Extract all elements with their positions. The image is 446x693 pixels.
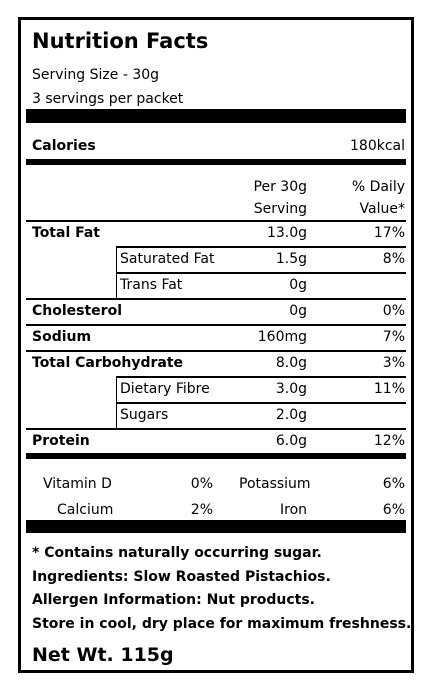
nutrient-amount: 8.0g (275, 355, 307, 371)
nutrient-name: Sugars (120, 407, 169, 423)
allergen-text: Allergen Information: Nut products. (32, 592, 315, 608)
servings-per-packet: 3 servings per packet (32, 91, 184, 107)
nutrient-name: Total Fat (32, 225, 101, 241)
vitamin-name: Vitamin D (43, 476, 112, 492)
per-serving-header-line2: Serving (253, 201, 307, 217)
nutrient-daily-value: 0% (382, 303, 405, 319)
row-divider (26, 428, 406, 430)
nutrient-amount: 2.0g (275, 407, 307, 423)
nutrient-amount: 1.5g (275, 251, 307, 267)
nutrient-name: Sodium (32, 329, 92, 345)
nutrient-name: Saturated Fat (120, 251, 215, 267)
nutrition-facts-label: Nutrition Facts Serving Size - 30g 3 ser… (18, 17, 414, 673)
indent-rule (116, 272, 117, 298)
net-weight: Net Wt. 115g (32, 644, 174, 666)
daily-value-header-line1: % Daily (351, 179, 405, 195)
nutrient-name: Dietary Fibre (120, 381, 210, 397)
vitamin-name: Iron (280, 502, 308, 518)
vitamin-daily-value: 0% (190, 476, 213, 492)
thick-divider-bottom (26, 520, 406, 533)
row-divider (26, 324, 406, 326)
storage-text: Store in cool, dry place for maximum fre… (32, 616, 412, 632)
thick-divider-middle (26, 453, 406, 459)
nutrient-amount: 6.0g (275, 433, 307, 449)
vitamin-daily-value: 6% (382, 476, 405, 492)
vitamin-daily-value: 2% (190, 502, 213, 518)
row-divider (26, 350, 406, 352)
calories-label: Calories (32, 138, 96, 154)
vitamin-daily-value: 6% (382, 502, 405, 518)
serving-size: Serving Size - 30g (32, 67, 160, 83)
nutrient-daily-value: 8% (382, 251, 405, 267)
nutrient-amount: 13.0g (266, 225, 307, 241)
per-serving-header-line1: Per 30g (253, 179, 307, 195)
nutrient-amount: 160mg (257, 329, 307, 345)
nutrient-daily-value: 11% (373, 381, 405, 397)
calories-value: 180kcal (350, 138, 405, 154)
calories-divider (26, 159, 406, 165)
indent-rule (116, 376, 117, 402)
vitamin-name: Potassium (239, 476, 311, 492)
nutrient-amount: 0g (289, 303, 307, 319)
row-divider (26, 298, 406, 300)
nutrient-daily-value: 17% (373, 225, 405, 241)
row-divider (116, 376, 406, 378)
vitamin-name: Calcium (57, 502, 114, 518)
row-divider (26, 220, 406, 222)
nutrient-daily-value: 3% (382, 355, 405, 371)
row-divider (116, 246, 406, 248)
sugar-footnote: * Contains naturally occurring sugar. (32, 545, 322, 561)
daily-value-header-line2: Value* (359, 201, 405, 217)
ingredients-text: Ingredients: Slow Roasted Pistachios. (32, 569, 331, 585)
nutrient-amount: 0g (289, 277, 307, 293)
nutrient-name: Total Carbohydrate (32, 355, 184, 371)
indent-rule (116, 402, 117, 428)
indent-rule (116, 246, 117, 272)
row-divider (116, 402, 406, 404)
nutrient-name: Trans Fat (120, 277, 183, 293)
label-title: Nutrition Facts (32, 29, 209, 53)
row-divider (116, 272, 406, 274)
nutrient-daily-value: 12% (373, 433, 405, 449)
nutrient-name: Cholesterol (32, 303, 122, 319)
nutrient-amount: 3.0g (275, 381, 307, 397)
thick-divider-top (26, 109, 406, 123)
nutrient-daily-value: 7% (382, 329, 405, 345)
nutrient-name: Protein (32, 433, 90, 449)
